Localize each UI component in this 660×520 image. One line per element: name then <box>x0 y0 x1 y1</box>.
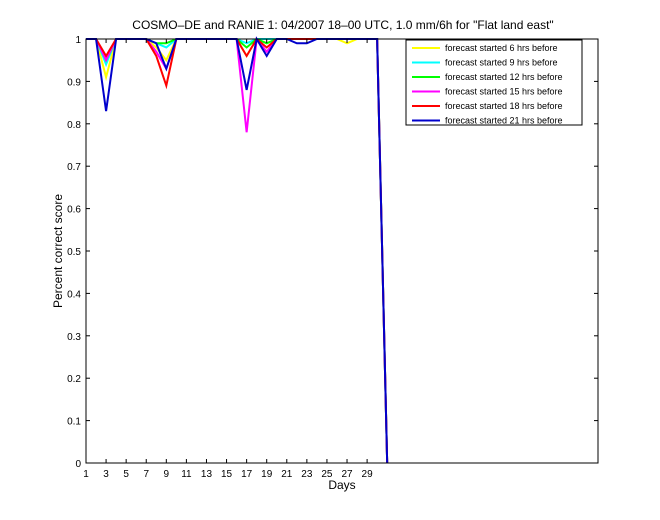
legend-label-3: forecast started 12 hrs before <box>445 72 563 82</box>
y-tick-label: 0.2 <box>67 374 81 385</box>
legend: forecast started 6 hrs before forecast st… <box>405 39 583 126</box>
x-tick-label: 5 <box>123 469 129 480</box>
y-axis-ticks: 0 0.1 0.2 0.3 0.4 0.5 0.6 0.7 0.8 0.9 1 <box>67 35 598 470</box>
y-tick-label: 0.1 <box>67 417 81 428</box>
x-tick-label: 23 <box>301 469 313 480</box>
y-tick-label: 0.9 <box>67 77 81 88</box>
legend-label-6: forecast started 21 hrs before <box>445 116 563 126</box>
y-tick-label: 0.6 <box>67 205 81 216</box>
x-tick-label: 25 <box>321 469 333 480</box>
x-tick-label: 7 <box>143 469 149 480</box>
legend-label-5: forecast started 18 hrs before <box>445 101 563 111</box>
x-tick-label: 15 <box>221 469 233 480</box>
y-tick-label: 0.7 <box>67 162 81 173</box>
x-tick-label: 17 <box>241 469 253 480</box>
x-tick-label: 21 <box>281 469 293 480</box>
legend-label-1: forecast started 6 hrs before <box>445 43 558 53</box>
x-axis-ticks: 1 3 5 7 9 11 13 15 17 19 21 23 25 27 29 <box>83 39 373 480</box>
legend-label-4: forecast started 15 hrs before <box>445 87 563 97</box>
x-tick-label: 19 <box>261 469 273 480</box>
y-tick-label: 0.8 <box>67 120 81 131</box>
legend-label-2: forecast started 9 hrs before <box>445 58 558 68</box>
x-tick-label: 13 <box>201 469 213 480</box>
y-tick-label: 0.3 <box>67 332 81 343</box>
x-tick-label: 9 <box>164 469 170 480</box>
x-axis-label: Days <box>328 478 355 492</box>
chart-title: COSMO–DE and RANIE 1: 04/2007 18–00 UTC,… <box>132 18 553 32</box>
y-axis-label: Percent correct score <box>51 194 65 308</box>
y-tick-label: 1 <box>75 35 81 46</box>
legend-box <box>405 39 583 126</box>
x-tick-label: 29 <box>362 469 374 480</box>
x-tick-label: 1 <box>83 469 89 480</box>
x-tick-label: 11 <box>181 469 192 480</box>
y-tick-label: 0.5 <box>67 247 81 258</box>
y-tick-label: 0 <box>75 459 81 470</box>
x-tick-label: 27 <box>341 469 353 480</box>
x-tick-label: 3 <box>103 469 109 480</box>
y-tick-label: 0.4 <box>67 289 81 300</box>
